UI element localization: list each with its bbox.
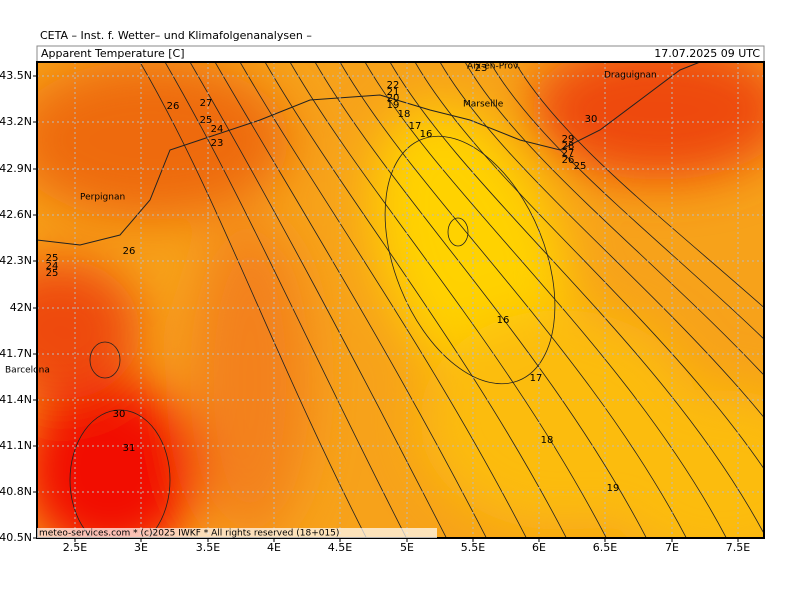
contour-label: 28 bbox=[562, 141, 575, 152]
contour-label: 16 bbox=[420, 129, 433, 140]
isoline bbox=[339, 62, 687, 538]
contour-label: 19 bbox=[607, 483, 620, 494]
map-field bbox=[37, 62, 764, 538]
isoline bbox=[489, 62, 764, 340]
contour-label: 21 bbox=[387, 87, 400, 98]
footer-bg bbox=[37, 528, 437, 538]
coastline bbox=[37, 62, 701, 246]
lon-label: 6E bbox=[532, 541, 546, 554]
contour-label: 26 bbox=[562, 155, 575, 166]
contour-label: 24 bbox=[211, 124, 224, 135]
lon-label: 5E bbox=[400, 541, 414, 554]
contour-label: 27 bbox=[200, 98, 213, 109]
contour-label: 30 bbox=[585, 114, 598, 125]
lon-label: 3.5E bbox=[196, 541, 220, 554]
contour-label: 25 bbox=[46, 268, 59, 279]
lat-label: 40.5N bbox=[0, 531, 32, 544]
contour-label: 22 bbox=[387, 80, 400, 91]
contour-label: 24 bbox=[46, 261, 59, 272]
lon-label: 7E bbox=[665, 541, 679, 554]
contour-label: 19 bbox=[387, 100, 400, 111]
contour-label: 26 bbox=[123, 246, 136, 257]
isoline bbox=[89, 341, 121, 379]
lat-label: 41.4N bbox=[0, 393, 32, 406]
isoline bbox=[239, 62, 527, 538]
isoline bbox=[189, 62, 447, 538]
lat-label: 43.2N bbox=[0, 115, 32, 128]
footer: meteo-services.com * (c)2025 IWKF * All … bbox=[39, 529, 339, 539]
lat-label: 41.7N bbox=[0, 347, 32, 360]
lon-label: 7.5E bbox=[726, 541, 750, 554]
city-label: Aix-en-Prov. bbox=[467, 62, 521, 72]
contour-label: 17 bbox=[530, 373, 543, 384]
contour-label: 23 bbox=[211, 138, 224, 149]
lon-label: 4E bbox=[267, 541, 281, 554]
isoline bbox=[464, 62, 764, 376]
contour-label: 23 bbox=[475, 63, 488, 74]
title: Apparent Temperature [C] bbox=[41, 47, 185, 60]
contour-label: 25 bbox=[200, 115, 213, 126]
lat-label: 41.1N bbox=[0, 439, 32, 452]
isoline bbox=[514, 62, 764, 309]
isoline bbox=[69, 409, 171, 538]
lon-label: 3E bbox=[134, 541, 148, 554]
lat-label: 43.5N bbox=[0, 69, 32, 82]
contour-label: 20 bbox=[387, 93, 400, 104]
contour-label: 16 bbox=[497, 315, 510, 326]
isoline bbox=[264, 62, 567, 538]
institute: CETA – Inst. f. Wetter– und Klimafolgena… bbox=[40, 29, 312, 42]
contour-label: 18 bbox=[541, 435, 554, 446]
contour-label: 17 bbox=[409, 121, 422, 132]
lon-label: 5.5E bbox=[461, 541, 485, 554]
lon-label: 4.5E bbox=[328, 541, 352, 554]
isoline bbox=[289, 62, 607, 538]
lon-label: 2.5E bbox=[63, 541, 87, 554]
contour-label: 31 bbox=[123, 443, 136, 454]
isoline bbox=[164, 62, 407, 538]
contour-label: 27 bbox=[562, 148, 575, 159]
city-label: Barcelona bbox=[5, 366, 50, 376]
lat-label: 42.6N bbox=[0, 208, 32, 221]
lon-label: 6.5E bbox=[593, 541, 617, 554]
valid-time: 17.07.2025 09 UTC bbox=[654, 47, 760, 60]
contour-label: 29 bbox=[562, 134, 575, 145]
contour-label: 30 bbox=[113, 409, 126, 420]
city-label: Draguignan bbox=[604, 71, 657, 81]
contour-label: 25 bbox=[574, 161, 587, 172]
isoline bbox=[139, 62, 367, 538]
isoline bbox=[314, 62, 647, 538]
contour-label: 25 bbox=[46, 253, 59, 264]
isoline bbox=[447, 217, 469, 247]
isoline bbox=[214, 62, 487, 538]
isoline bbox=[364, 62, 727, 538]
city-label: Marseille bbox=[463, 100, 504, 110]
lat-label: 42.9N bbox=[0, 162, 32, 175]
contour-label: 18 bbox=[398, 109, 411, 120]
lat-label: 42N bbox=[10, 301, 32, 314]
lat-label: 40.8N bbox=[0, 485, 32, 498]
isoline bbox=[389, 62, 764, 535]
isoline bbox=[439, 62, 764, 419]
city-label: Perpignan bbox=[80, 193, 125, 203]
isoline bbox=[384, 135, 556, 385]
contour-label: 26 bbox=[167, 101, 180, 112]
lat-label: 42.3N bbox=[0, 254, 32, 267]
